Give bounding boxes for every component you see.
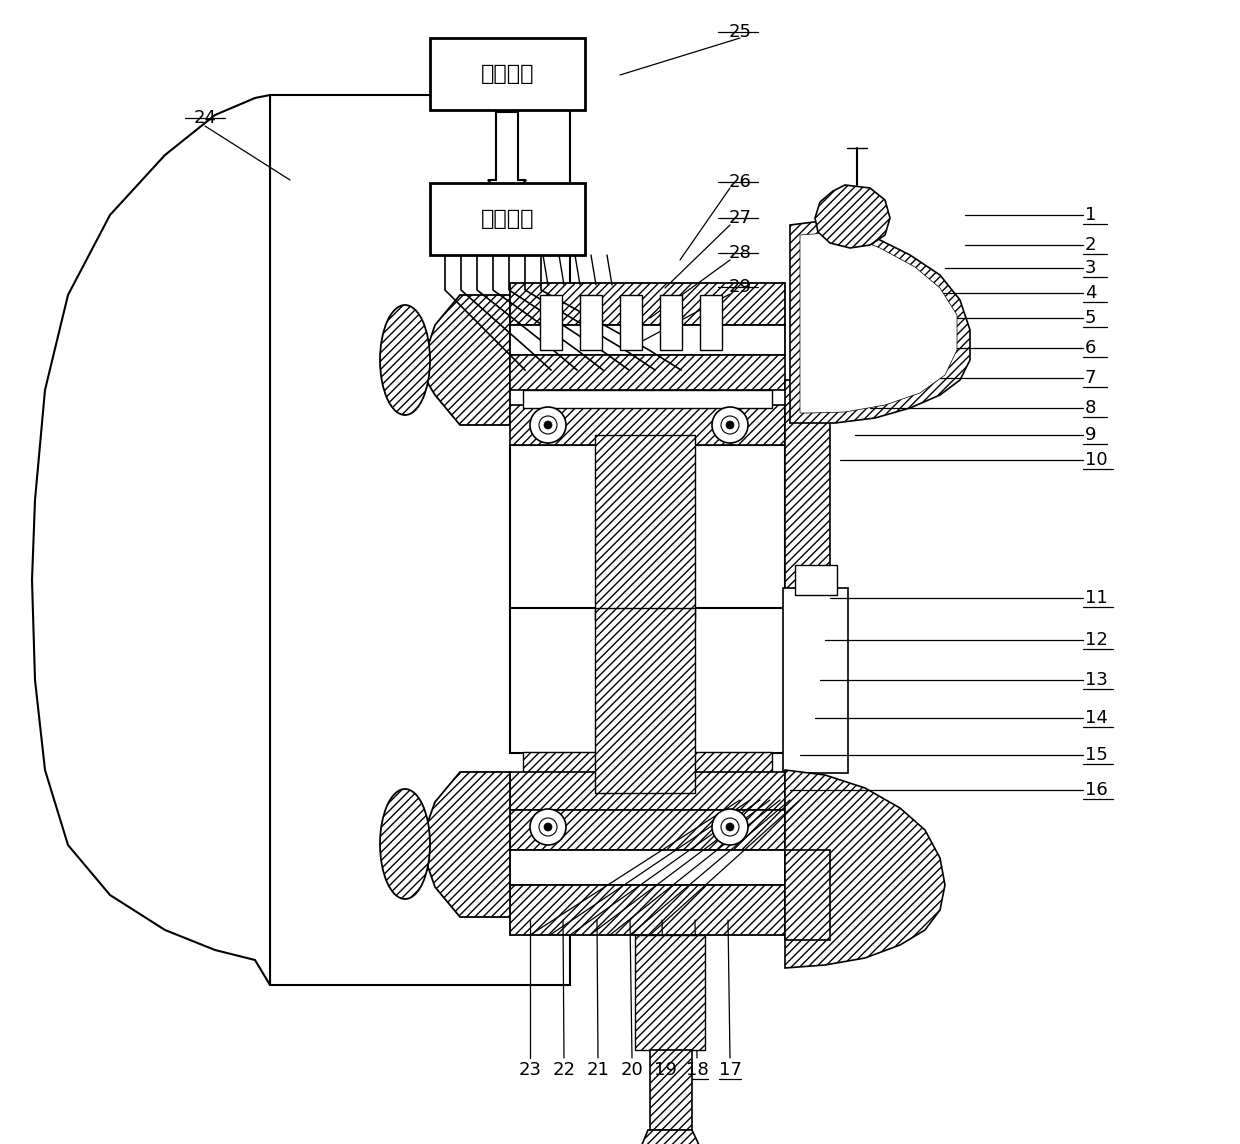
Text: 测控系统: 测控系统 [481,64,534,84]
Bar [510,850,785,885]
Text: 20: 20 [621,1060,644,1079]
Bar [510,325,785,355]
Text: 28: 28 [729,244,751,262]
Text: 12: 12 [1085,631,1107,649]
Circle shape [720,416,739,434]
Circle shape [544,421,552,429]
Bar [595,435,694,620]
Text: 18: 18 [686,1060,708,1079]
Text: 8: 8 [1085,399,1096,418]
Text: 1: 1 [1085,206,1096,224]
Circle shape [725,421,734,429]
Text: 10: 10 [1085,451,1107,469]
Text: 25: 25 [729,23,751,41]
Bar [523,752,773,772]
Polygon shape [420,295,510,426]
Text: 11: 11 [1085,589,1107,607]
Text: 22: 22 [553,1060,575,1079]
Circle shape [529,407,565,443]
Ellipse shape [379,789,430,899]
Bar [510,445,785,610]
Circle shape [720,818,739,836]
Text: 24: 24 [193,109,217,127]
Text: 16: 16 [1085,781,1107,799]
Circle shape [539,818,557,836]
Bar [620,295,642,350]
Text: 9: 9 [1085,426,1096,444]
Bar [430,183,585,255]
Polygon shape [800,232,957,413]
Bar [539,295,562,350]
Text: 15: 15 [1085,746,1107,764]
Text: 14: 14 [1085,709,1107,726]
Circle shape [539,416,557,434]
Bar [785,850,830,940]
Bar [510,355,785,390]
Text: 13: 13 [1085,672,1107,689]
Polygon shape [790,220,970,423]
Bar [510,607,785,753]
Polygon shape [785,770,945,968]
Text: 29: 29 [729,278,751,296]
Text: 27: 27 [729,209,751,227]
Polygon shape [641,1130,701,1144]
Bar [785,380,830,615]
Circle shape [725,823,734,831]
Text: 19: 19 [653,1060,677,1079]
Circle shape [712,809,748,845]
Bar [795,565,837,595]
FancyArrow shape [489,112,526,202]
Bar [650,1050,692,1130]
Polygon shape [815,185,890,248]
Bar [510,283,785,325]
Circle shape [529,809,565,845]
Text: 3: 3 [1085,259,1096,277]
Bar [701,295,722,350]
Bar [430,38,585,110]
Ellipse shape [379,305,430,415]
Polygon shape [32,95,270,985]
Text: 21: 21 [587,1060,609,1079]
Circle shape [712,407,748,443]
Bar [510,405,785,445]
Text: 5: 5 [1085,309,1096,327]
Bar [510,810,785,850]
Text: 26: 26 [729,173,751,191]
Bar [580,295,601,350]
Bar [660,295,682,350]
Bar [595,607,694,793]
Bar [270,95,570,985]
Bar [510,885,785,935]
Text: 4: 4 [1085,284,1096,302]
Bar [635,935,706,1050]
Text: 7: 7 [1085,370,1096,387]
Bar [510,772,785,810]
Text: 液压系统: 液压系统 [481,209,534,229]
Circle shape [544,823,552,831]
Text: 17: 17 [718,1060,742,1079]
Text: 2: 2 [1085,236,1096,254]
Text: 23: 23 [518,1060,542,1079]
Text: 6: 6 [1085,339,1096,357]
Bar [523,390,773,408]
Polygon shape [420,772,510,917]
Bar [782,588,848,773]
